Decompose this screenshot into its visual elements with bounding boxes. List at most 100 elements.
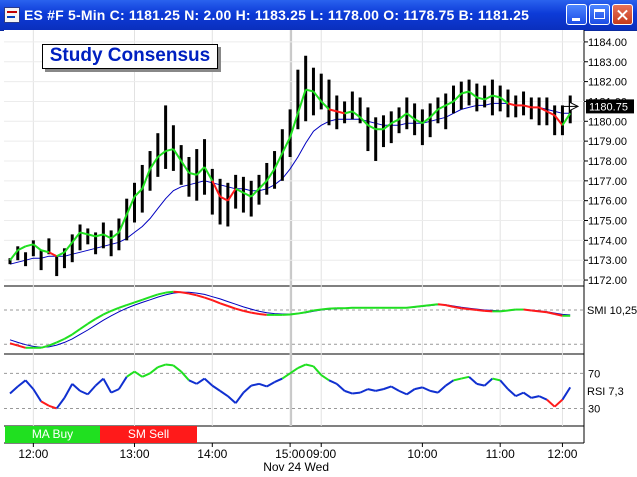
study-consensus-segment [398, 112, 408, 121]
study-consensus-segment [289, 113, 299, 138]
rsi-segment [227, 395, 237, 404]
study-consensus-segment [273, 152, 284, 170]
smi-segment [56, 337, 65, 344]
time-tick-label: 09:00 [306, 447, 336, 461]
study-consensus-segment [219, 195, 229, 202]
smi-segment [9, 342, 19, 347]
rsi-segment [219, 390, 229, 397]
smi-segment [406, 305, 415, 309]
smi-segment [235, 307, 244, 312]
smi-segment [531, 309, 540, 313]
rsi-segment [352, 391, 361, 395]
smi-segment [554, 313, 563, 317]
price-tick-label: 1177.00 [588, 176, 627, 188]
chart-app-icon[interactable] [4, 7, 20, 23]
smi-segment [453, 305, 462, 310]
smi-segment [468, 308, 477, 311]
smi-segment [102, 309, 112, 316]
rsi-tick-30: 30 [588, 403, 600, 415]
study-consensus-segment [461, 90, 470, 95]
study-consensus-segment [445, 100, 454, 107]
rsi-segment [94, 377, 105, 387]
study-consensus-segment [110, 231, 120, 240]
close-button[interactable] [612, 4, 633, 25]
smi-segment [188, 292, 197, 297]
study-consensus-segment [180, 160, 190, 174]
smi-segment [437, 303, 446, 307]
smi-segment [546, 311, 555, 315]
study-consensus-segment [305, 88, 314, 93]
rsi-segment [289, 367, 299, 375]
study-consensus-segment [265, 168, 276, 182]
price-tick-label: 1179.00 [588, 136, 627, 148]
smi-segment [134, 298, 143, 304]
study-consensus-segment [165, 148, 174, 153]
smi-segment [305, 309, 314, 314]
title-bar[interactable]: ES #F 5-Min C: 1181.25 N: 2.00 H: 1183.2… [0, 0, 637, 31]
rsi-segment [507, 388, 517, 397]
study-consensus-segment [523, 104, 532, 109]
price-tick-label: 1182.00 [588, 77, 627, 89]
rsi-segment [48, 404, 58, 410]
study-consensus-segment [211, 180, 221, 198]
rsi-segment [429, 389, 439, 394]
ma-buy-legend: MA Buy [5, 426, 100, 443]
price-tick-label: 1176.00 [588, 196, 627, 208]
smi-segment [157, 291, 166, 296]
study-consensus-segment [157, 150, 167, 158]
study-consensus-segment [296, 89, 307, 114]
study-consensus-segment [25, 243, 34, 248]
study-consensus-segment [390, 118, 400, 125]
smi-segment [414, 305, 423, 308]
time-tick-label: 11:00 [486, 447, 515, 461]
smi-segment [118, 304, 128, 309]
sm-sell-legend: SM Sell [100, 426, 197, 443]
study-consensus-segment [235, 187, 244, 194]
smi-segment [181, 291, 190, 295]
rsi-segment [126, 370, 136, 378]
price-tick-label: 1183.00 [588, 57, 627, 69]
chart-area[interactable]: 1184.001183.001182.001181.001180.001179.… [0, 30, 637, 477]
rsi-segment [149, 366, 159, 375]
study-consensus-segment [492, 94, 501, 99]
study-consensus-segment [118, 214, 128, 233]
rsi-segment [87, 384, 97, 396]
rsi-segment [157, 363, 166, 369]
rsi-segment [63, 383, 74, 399]
study-consensus-segment [188, 171, 197, 176]
rsi-segment [40, 400, 50, 407]
rsi-segment [55, 397, 66, 410]
study-consensus-segment [48, 251, 58, 258]
price-tick-label: 1173.00 [588, 255, 627, 267]
rsi-segment [250, 382, 260, 387]
smi-segment [321, 307, 330, 311]
study-consensus-segment [484, 94, 493, 101]
smi-segment [71, 328, 81, 336]
rsi-segment [188, 379, 198, 385]
maximize-button[interactable] [589, 4, 610, 25]
smi-segment [507, 308, 516, 312]
study-consensus-segment [281, 136, 292, 154]
rsi-segment [242, 384, 252, 394]
minimize-button[interactable] [566, 4, 587, 25]
smi-segment [79, 322, 89, 330]
rsi-segment [437, 384, 447, 394]
rsi-segment [468, 376, 478, 385]
rsi-segment [492, 377, 501, 382]
rsi-segment [476, 382, 485, 387]
smi-segment [149, 293, 159, 299]
rsi-segment [531, 395, 540, 399]
study-consensus-segment [359, 116, 369, 126]
rsi-segment [234, 392, 245, 404]
study-consensus-segment [351, 110, 361, 119]
study-consensus-segment [172, 148, 183, 162]
smi-segment [313, 308, 322, 312]
rsi-segment [102, 378, 113, 394]
time-tick-label: 15:00 [275, 447, 305, 461]
rsi-segment [24, 379, 35, 390]
study-consensus-segment [476, 96, 485, 101]
study-consensus-segment [79, 231, 89, 236]
smi-segment [95, 313, 104, 320]
rsi-segment [274, 377, 283, 384]
rsi-segment [281, 372, 291, 380]
